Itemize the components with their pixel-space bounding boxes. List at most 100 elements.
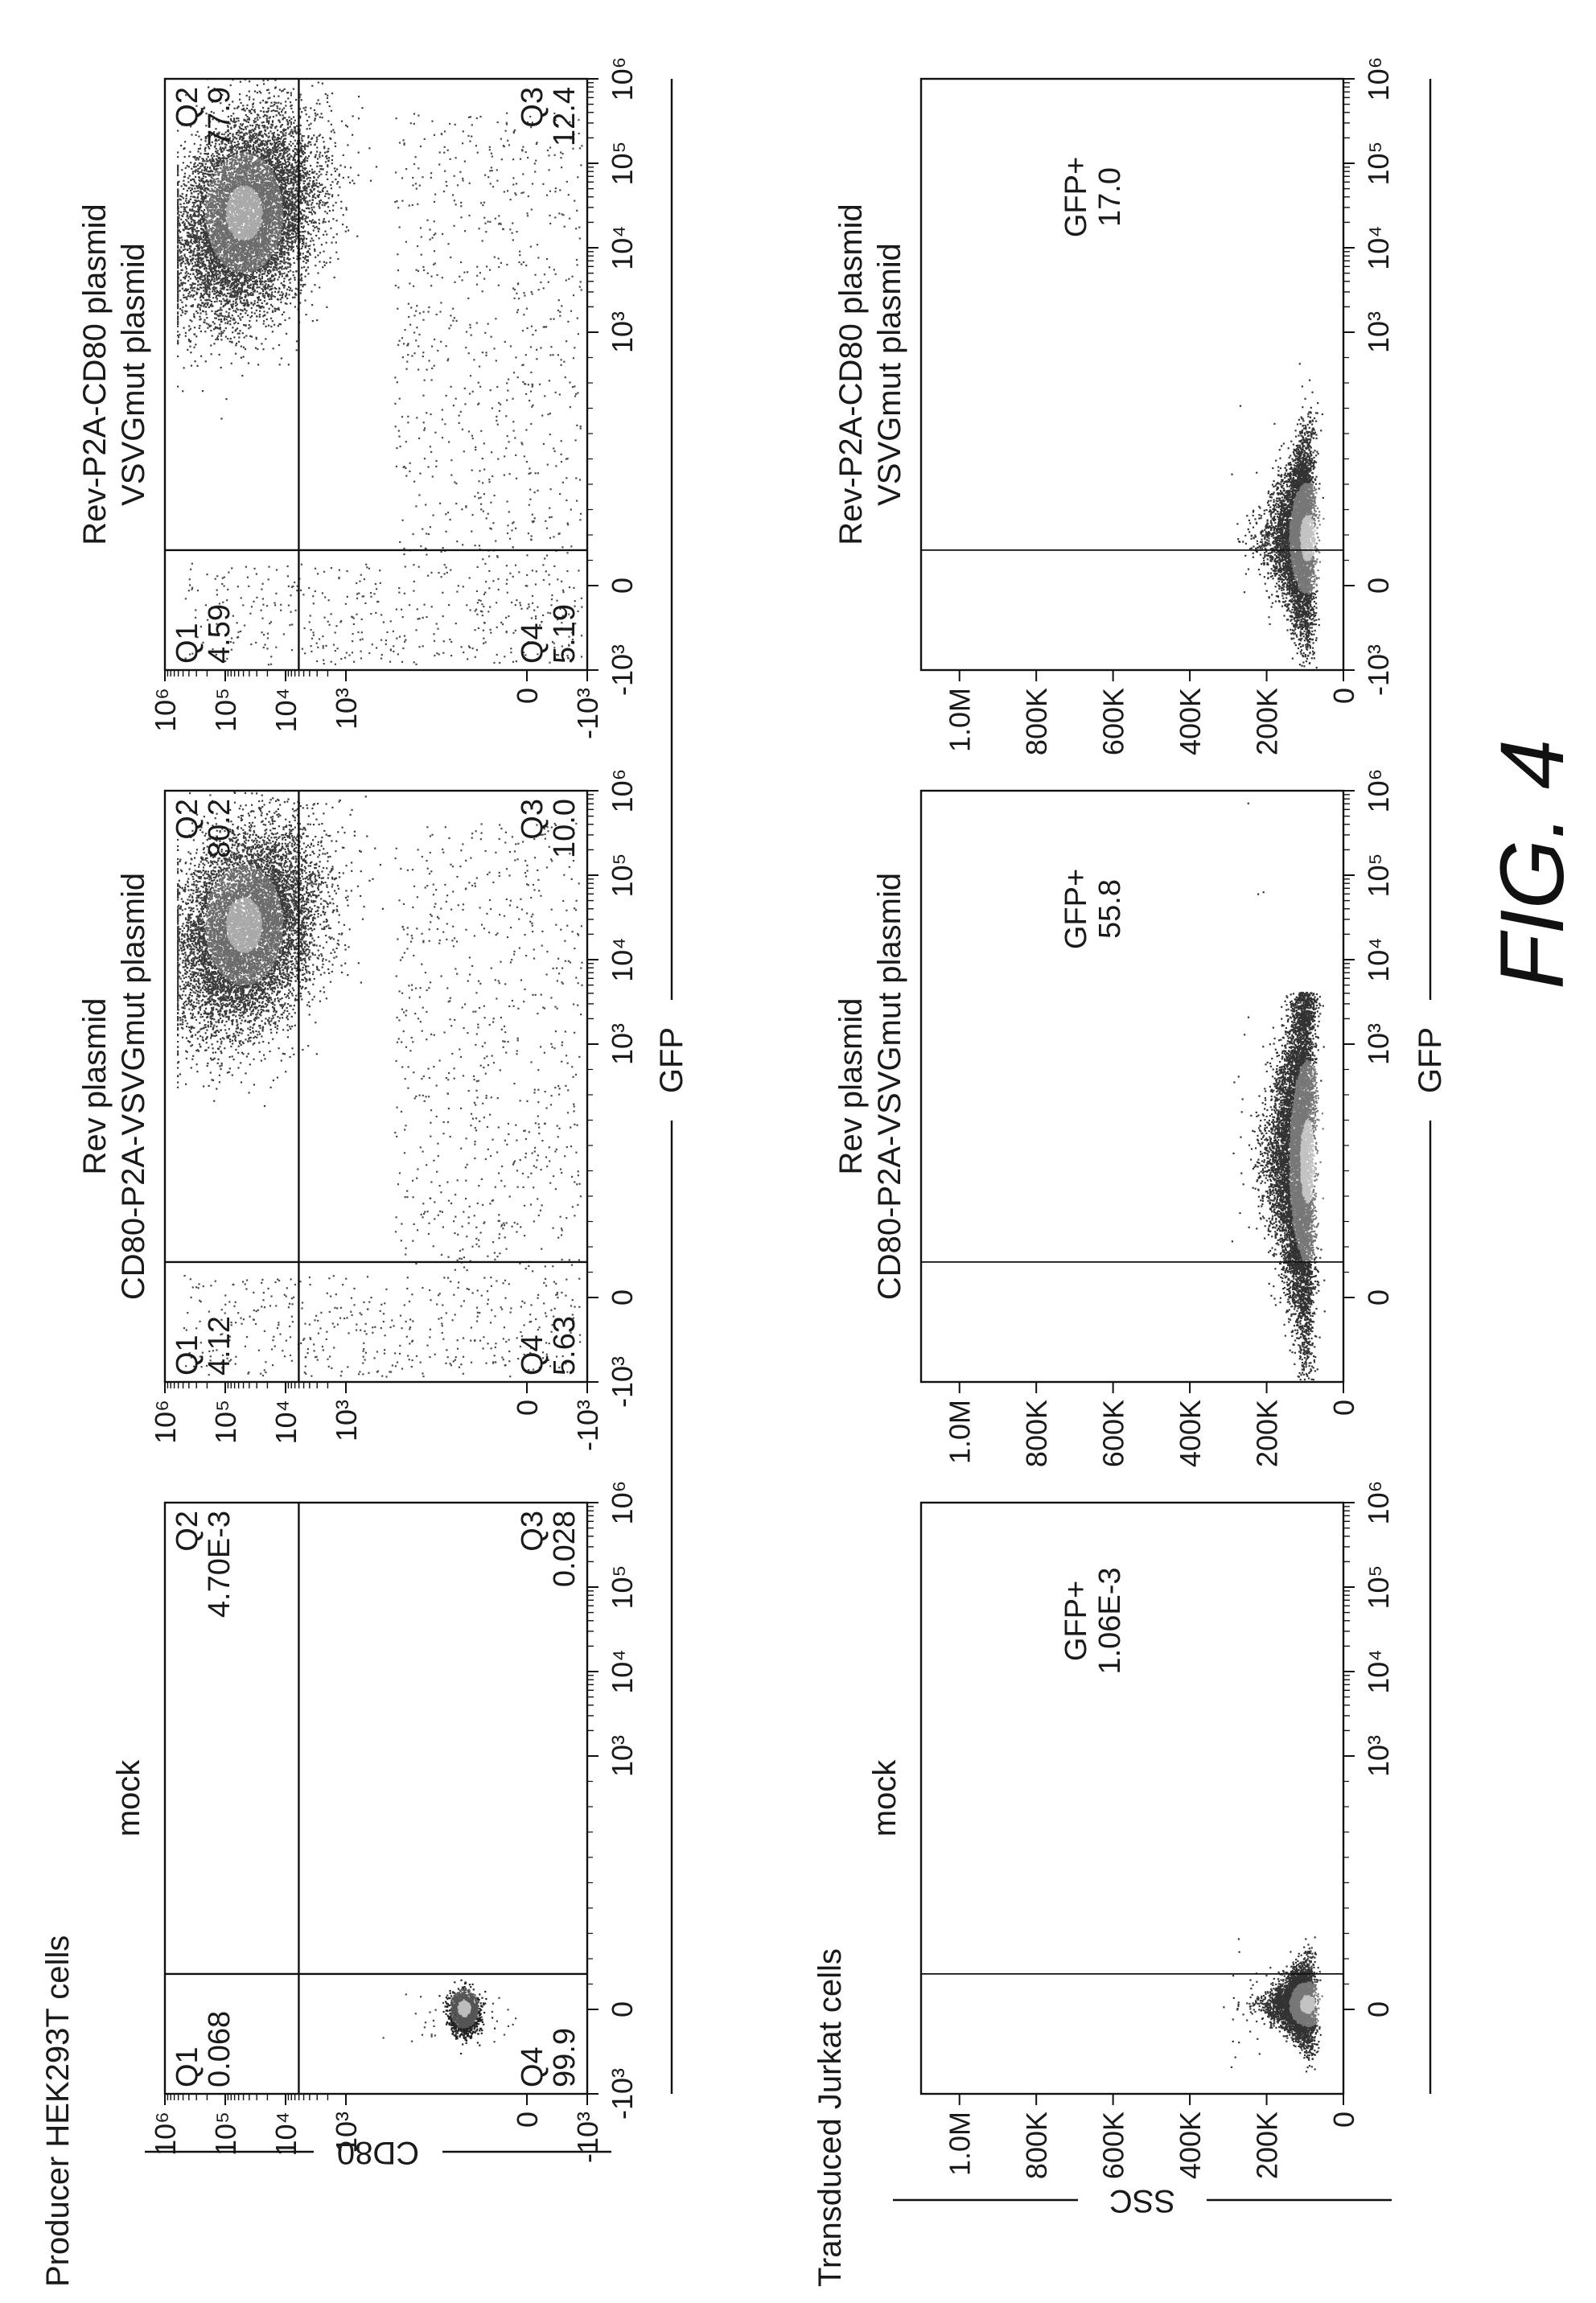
y-axis-title-cd80: CD80 xyxy=(337,2135,419,2170)
quadrant-q2-id: Q2 xyxy=(171,87,204,128)
x-tick-label: 10⁴ xyxy=(1362,937,1395,982)
gate-name: GFP+ xyxy=(1059,157,1093,237)
y-tick-label: 1.0M xyxy=(944,1400,977,1464)
x-tick-label: 10³ xyxy=(1362,311,1395,353)
scatter-points xyxy=(1232,803,1326,1380)
quadrant-q3-value: 0.028 xyxy=(548,1511,582,1587)
y-tick-label: -10³ xyxy=(571,1400,604,1451)
y-tick-label: 800K xyxy=(1020,688,1053,755)
panel-title-line-2: CD80-P2A-VSVGmut plasmid xyxy=(872,873,907,1300)
x-tick-label: 10³ xyxy=(1362,1023,1395,1065)
gate-label: GFP+ 1.06E-3 xyxy=(1059,1567,1127,1674)
x-axis-title-gfp: GFP xyxy=(1413,1027,1448,1093)
x-tick-label: 10⁴ xyxy=(606,937,639,982)
panel-mock: mock-10³010³10⁴10⁵10⁶-10³010³10⁴10⁵10⁶Q1… xyxy=(111,1481,639,2163)
y-tick-label: 600K xyxy=(1097,2112,1130,2179)
quadrant-q4-id: Q4 xyxy=(516,2046,549,2087)
quadrant-q3-id: Q3 xyxy=(516,1511,549,1552)
y-tick-label: 200K xyxy=(1251,2112,1284,2179)
quadrant-q4-value: 99.9 xyxy=(548,2028,582,2087)
x-tick-label: 10⁶ xyxy=(1362,769,1395,813)
y-tick-label: 10⁶ xyxy=(149,1400,182,1444)
panel-title: mock xyxy=(111,1759,146,1837)
y-tick-label: 10⁴ xyxy=(269,2112,302,2157)
x-tick-label: 10⁶ xyxy=(1362,1481,1395,1525)
y-tick-label: -10³ xyxy=(571,688,604,739)
y-tick-label: 10⁶ xyxy=(149,688,182,732)
y-tick-label: 1.0M xyxy=(944,688,977,752)
quadrant-q4-id: Q4 xyxy=(516,1335,549,1376)
quadrant-q1-id: Q1 xyxy=(171,623,204,664)
x-tick-label: 0 xyxy=(1362,1289,1395,1306)
x-tick-label: 0 xyxy=(606,578,639,594)
gate-value: 1.06E-3 xyxy=(1093,1567,1127,1674)
x-tick-label: 10⁵ xyxy=(606,1565,639,1610)
x-tick-label: 10⁶ xyxy=(606,57,639,101)
y-tick-label: 10⁴ xyxy=(269,688,302,733)
x-tick-label: 10⁶ xyxy=(1362,57,1395,101)
y-tick-label: 1.0M xyxy=(944,2112,977,2176)
row-label-producer: Producer HEK293T cells xyxy=(40,1935,76,2287)
x-tick-label: 0 xyxy=(1362,578,1395,594)
scatter-points xyxy=(1223,1936,1322,2072)
y-tick-label: 800K xyxy=(1020,1400,1053,1467)
x-tick-label: 10⁵ xyxy=(1362,142,1395,186)
quadrant-q1-value: 0.068 xyxy=(203,2011,237,2087)
x-tick-label: -10³ xyxy=(606,644,639,696)
x-tick-label: 10⁴ xyxy=(1362,225,1395,270)
x-axis: -10³ 0 10³ 10⁴ 10⁵ 10⁶ xyxy=(1343,57,1395,696)
panel-title-line-2: VSVGmut plasmid xyxy=(116,243,151,506)
panel-title-line-1: Rev-P2A-CD80 plasmid xyxy=(833,204,869,545)
y-tick-label: 600K xyxy=(1097,688,1130,755)
x-tick-label: -10³ xyxy=(1362,644,1395,696)
x-tick-label: 0 xyxy=(1362,2001,1395,2017)
figure-label: FIG. 4 xyxy=(1480,739,1584,989)
x-tick-label: 10⁴ xyxy=(1362,1649,1395,1694)
quadrant-q3-value: 10.0 xyxy=(548,799,582,858)
panel-rev-p2a-cd80: Rev-P2A-CD80 plasmid VSVGmut plasmid-10³0… xyxy=(77,57,639,739)
y-tick-label: 10⁴ xyxy=(269,1400,302,1445)
quadrant-q3-id: Q3 xyxy=(516,87,549,128)
scatter-points xyxy=(383,1980,517,2054)
panel-title-line-1: Rev plasmid xyxy=(833,997,869,1174)
y-tick-label: 200K xyxy=(1251,688,1284,755)
row-label-transduced: Transduced Jurkat cells xyxy=(812,1948,848,2287)
gate-value: 55.8 xyxy=(1093,879,1127,939)
quadrant-q4-id: Q4 xyxy=(516,623,549,664)
quadrant-q3-value: 12.4 xyxy=(548,87,582,146)
x-tick-label: 10⁵ xyxy=(606,853,639,898)
quadrant-q2-id: Q2 xyxy=(171,799,204,840)
panel-jurkat-rev-cd80-vsvg: Rev plasmid CD80-P2A-VSVGmut plasmid 0 10³ 1… xyxy=(833,769,1395,1468)
y-tick-label: 400K xyxy=(1174,2112,1207,2179)
y-tick-label: 10⁵ xyxy=(209,688,242,732)
x-tick-label: 0 xyxy=(606,1289,639,1306)
y-tick-label: -10³ xyxy=(571,2112,604,2163)
y-tick-label: 10⁶ xyxy=(149,2112,182,2156)
y-tick-label: 0 xyxy=(511,1400,544,1416)
quadrant-q1-id: Q1 xyxy=(171,2046,204,2087)
quadrant-q2-id: Q2 xyxy=(171,1511,204,1552)
x-axis-title-gfp: GFP xyxy=(654,1027,689,1093)
x-tick-label: 10³ xyxy=(606,1735,639,1777)
x-tick-label: 10³ xyxy=(606,311,639,353)
y-tick-label: 0 xyxy=(1327,2112,1360,2128)
quadrant-q1-value: 4.59 xyxy=(203,604,237,664)
x-tick-label: 10³ xyxy=(1362,1735,1395,1777)
x-tick-label: 0 xyxy=(606,2001,639,2017)
x-tick-label: -10³ xyxy=(606,1356,639,1408)
y-tick-label: 10³ xyxy=(330,1400,363,1441)
gate-value: 17.0 xyxy=(1093,167,1127,227)
x-tick-label: 10⁴ xyxy=(606,225,639,270)
panel-rev-cd80-vsvg: Rev plasmid CD80-P2A-VSVGmut plasmid-10³0… xyxy=(77,769,639,1451)
gate-label: GFP+ 55.8 xyxy=(1059,869,1127,949)
y-tick-label: 400K xyxy=(1174,688,1207,755)
